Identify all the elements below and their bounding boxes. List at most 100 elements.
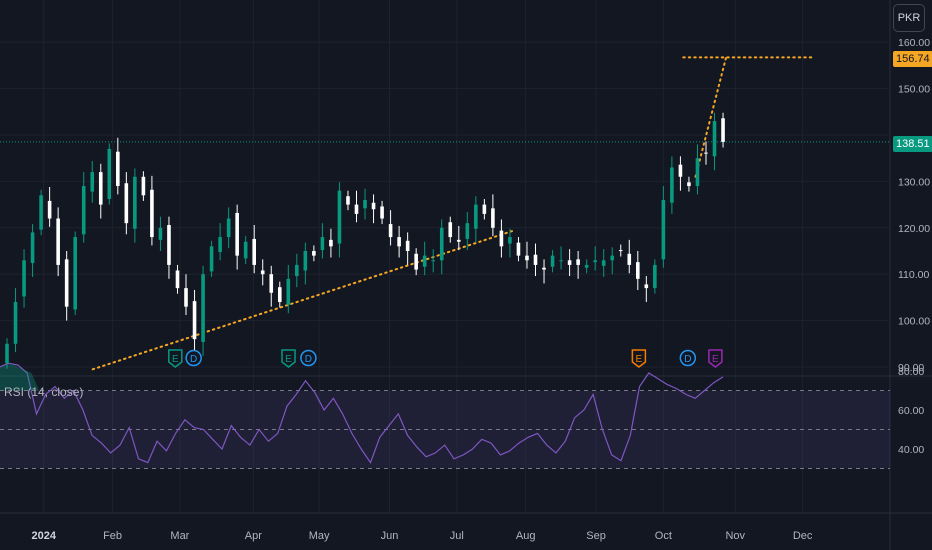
- candle-body: [64, 259, 69, 307]
- candle-body: [414, 253, 418, 270]
- candle-body: [695, 158, 700, 187]
- candle-body: [559, 260, 563, 262]
- candle-body: [499, 230, 504, 247]
- candle-body: [209, 246, 214, 272]
- candle-body: [448, 222, 453, 238]
- candle-body: [363, 199, 367, 209]
- candle-body: [133, 176, 137, 229]
- candle-body: [405, 240, 410, 251]
- candle-body: [201, 274, 205, 342]
- candle-body: [192, 301, 197, 340]
- candle-body: [635, 262, 640, 279]
- candle-body: [627, 253, 632, 265]
- candle-body: [107, 148, 112, 200]
- candle-body: [712, 121, 717, 157]
- candle-body: [422, 255, 427, 267]
- candle-body: [610, 255, 615, 261]
- trendlines: [91, 56, 813, 371]
- candle-body: [312, 251, 316, 256]
- event-marker-label: D: [190, 354, 197, 365]
- candle-body: [456, 239, 461, 242]
- event-marker-label: E: [285, 354, 292, 365]
- month-label: Mar: [170, 530, 189, 542]
- candle-body: [721, 118, 725, 142]
- event-marker-label: E: [712, 354, 719, 365]
- dividend-marker: [185, 349, 202, 367]
- candle-body: [644, 284, 649, 289]
- candle-body: [226, 218, 231, 238]
- earnings-marker: [631, 349, 647, 368]
- price-axis: 90.00 100.00 110.00 120.00 130.00 150.00 160.0…: [898, 37, 930, 456]
- month-label: Dec: [793, 530, 813, 542]
- event-marker-label: D: [305, 354, 312, 365]
- price-tick-label: 160.00: [898, 37, 930, 49]
- candle-body: [584, 264, 589, 268]
- candle-body: [30, 232, 35, 264]
- candle-body: [235, 212, 239, 256]
- candle-body: [329, 239, 333, 247]
- candle-body: [550, 255, 555, 267]
- candle-body: [320, 237, 325, 251]
- candle-body: [22, 260, 26, 297]
- rsi-indicator-label[interactable]: RSI (14, close): [4, 385, 84, 399]
- candle-body: [525, 255, 529, 261]
- candle-body: [141, 176, 146, 196]
- candle-body: [687, 182, 691, 187]
- rsi-tick-label: 60.00: [898, 405, 924, 417]
- candle-body: [491, 208, 495, 228]
- month-label: Feb: [103, 530, 122, 542]
- month-label: Apr: [245, 530, 262, 542]
- event-marker-label: E: [172, 354, 179, 365]
- candle-body: [13, 302, 18, 344]
- month-label: Jun: [381, 530, 399, 542]
- time-axis: 2024 Feb Mar Apr May Jun Jul Aug Sep Oct Nov Dec: [31, 530, 812, 542]
- price-tick-label: 120.00: [898, 223, 930, 235]
- candle-body: [90, 172, 95, 192]
- rsi-overbought-fill: [0, 363, 40, 391]
- rsi-tick-label: 80.00: [898, 366, 924, 378]
- candle-body: [371, 202, 376, 210]
- price-tick-label: 150.00: [898, 84, 930, 96]
- candle-body: [618, 250, 623, 252]
- candle-body: [533, 254, 538, 265]
- candle-body: [158, 227, 163, 240]
- candle-body: [337, 190, 342, 244]
- candle-body: [81, 186, 86, 235]
- rsi-line: [0, 362, 724, 464]
- dividend-marker: [300, 349, 317, 367]
- rsi-band: [0, 390, 890, 469]
- candle-body: [474, 204, 478, 229]
- month-label: Oct: [655, 530, 672, 542]
- earnings-marker: [708, 349, 723, 368]
- month-label: May: [309, 530, 330, 542]
- candle-body: [184, 288, 188, 307]
- candle-body: [295, 264, 299, 277]
- candle-body: [482, 204, 487, 214]
- candle-body: [277, 287, 282, 303]
- candle-body: [593, 260, 597, 263]
- target-price-tag: 156.74: [893, 51, 932, 67]
- candle-body: [670, 167, 674, 203]
- candle-body: [388, 224, 393, 238]
- currency-button[interactable]: PKR: [893, 4, 925, 32]
- rsi-tick-label: 40.00: [898, 444, 924, 456]
- candle-body: [286, 278, 291, 305]
- candle-body: [576, 259, 580, 265]
- candle-body: [98, 172, 103, 205]
- candle-body: [678, 164, 683, 177]
- month-label: Jul: [450, 530, 464, 542]
- candle-body: [56, 218, 60, 265]
- last-price-tag: 138.51: [893, 136, 932, 152]
- candle-body: [653, 264, 657, 289]
- candle-body: [542, 267, 546, 270]
- price-tick-label: 90.00: [898, 362, 924, 374]
- candle-body: [260, 270, 265, 275]
- price-tick-label: 110.00: [898, 269, 929, 281]
- candle-body: [218, 237, 222, 252]
- event-marker-label: E: [636, 354, 643, 365]
- candle-body: [73, 237, 77, 310]
- candles: [5, 112, 725, 369]
- candle-body: [150, 189, 154, 238]
- month-label: 2024: [31, 530, 56, 542]
